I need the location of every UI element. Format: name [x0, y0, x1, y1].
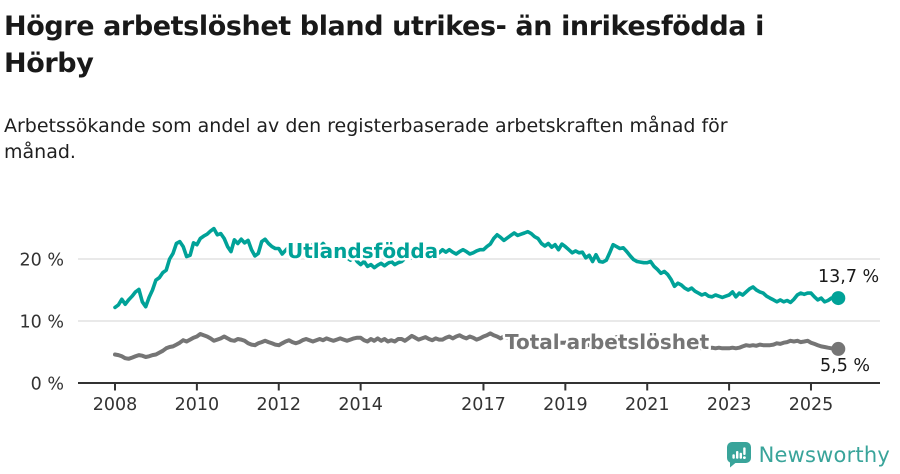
series-line-1 [113, 331, 841, 361]
end-value-label-total: 5,5 % [820, 356, 870, 376]
subtitle-line-1: Arbetssökande som andel av den registerb… [4, 115, 728, 137]
title-line-1: Högre arbetslöshet bland utrikes- än inr… [4, 11, 764, 42]
y-axis-labels-group: 0 % 10 % 20 % [20, 251, 64, 395]
y-tick-label: 0 % [31, 375, 64, 395]
end-value-label-utlandsfodda: 13,7 % [818, 267, 879, 287]
brand-lockup: Newsworthy [726, 441, 890, 468]
x-tick-label: 2010 [175, 395, 220, 415]
x-tick-label: 2019 [543, 395, 588, 415]
line-chart: 2008 2010 2012 2014 2017 2019 2021 2023 2025 0 %… [20, 226, 880, 415]
subtitle-line-2: månad. [4, 141, 76, 163]
x-tick-label: 2023 [707, 395, 752, 415]
series-end-dot-0 [831, 291, 846, 306]
series-line-0 [113, 226, 841, 310]
x-axis-labels-group: 2008 2010 2012 2014 2017 2019 2021 2023 2025 [93, 395, 834, 415]
series-lines-group [113, 226, 846, 361]
x-tick-label: 2012 [256, 395, 301, 415]
y-tick-label: 20 % [20, 251, 64, 271]
x-tick-label: 2014 [338, 395, 383, 415]
series-label-total-arbetsloshet: Total arbetslöshet [505, 330, 710, 354]
x-tick-label: 2017 [461, 395, 506, 415]
chart-subtitle: Arbetssökande som andel av den registerb… [0, 113, 900, 165]
x-tick-label: 2025 [789, 395, 834, 415]
series-end-dot-1 [831, 341, 846, 356]
page-title: Högre arbetslöshet bland utrikes- än inr… [0, 0, 900, 82]
x-tick-label: 2021 [625, 395, 670, 415]
y-tick-label: 10 % [20, 313, 64, 333]
brand-name: Newsworthy [758, 442, 890, 467]
series-label-utlandsfodda: Utlandsfödda [287, 239, 438, 263]
title-line-2: Hörby [4, 48, 94, 79]
newsworthy-logo-icon [726, 442, 751, 468]
axis-ticks-group [114, 383, 812, 391]
gridlines-group [78, 258, 880, 384]
x-tick-label: 2008 [93, 395, 138, 415]
